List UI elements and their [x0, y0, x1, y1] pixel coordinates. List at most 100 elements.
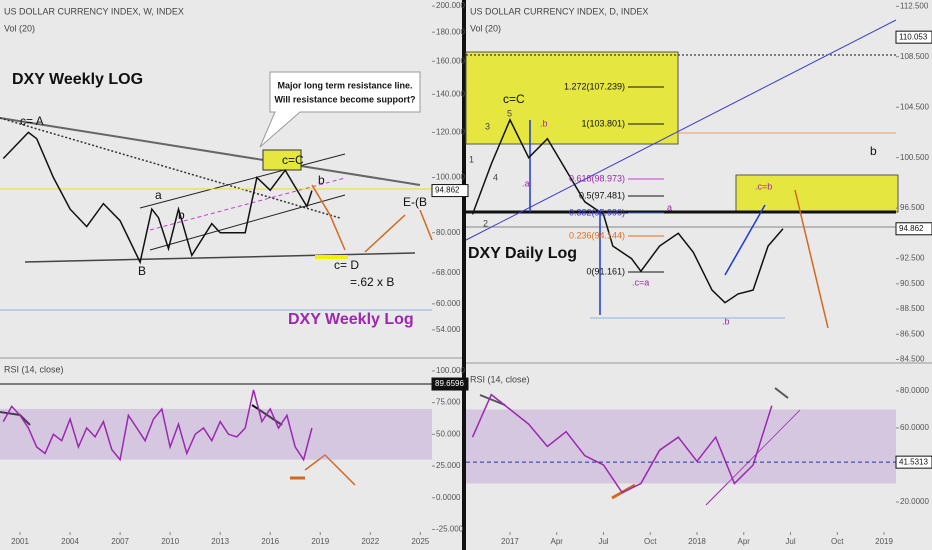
- x-tick-label: 2004: [61, 537, 79, 546]
- trend-line: [0, 117, 341, 219]
- annotation: 0.618(98.973): [569, 173, 625, 183]
- y-tick-label: 96.500: [900, 203, 925, 212]
- annotation: 3: [485, 121, 490, 131]
- rsi-line: [479, 394, 506, 406]
- trend-line: [0, 117, 421, 186]
- pane-subtitle: Vol (20): [470, 23, 501, 33]
- annotation: a: [667, 202, 672, 212]
- annotation: 2: [483, 218, 488, 228]
- x-tick-label: 2018: [688, 537, 706, 546]
- y-tick-label: 104.500: [900, 102, 929, 111]
- zone: [465, 51, 679, 145]
- annotation: 5: [507, 108, 512, 118]
- value-badge: [895, 455, 932, 469]
- x-tick-label: Oct: [831, 537, 844, 546]
- y-tick-label: 20.0000: [900, 497, 929, 506]
- annotation: .c=a: [632, 277, 649, 287]
- x-tick-label: Oct: [644, 537, 657, 546]
- y-tick-label: 200.000: [436, 1, 465, 10]
- y-tick-label: 60.0000: [900, 423, 929, 432]
- rsi-line: [774, 387, 789, 399]
- x-tick-label: 2010: [161, 537, 179, 546]
- y-tick-label: 60.000: [436, 299, 461, 308]
- annotation: 4: [493, 172, 498, 182]
- y-tick-label: 140.000: [436, 89, 465, 98]
- pane-title: US DOLLAR CURRENCY INDEX, W, INDEX: [4, 6, 184, 16]
- x-tick-label: 2019: [875, 537, 893, 546]
- arrow: [304, 454, 356, 486]
- value-badge: [431, 377, 469, 391]
- x-tick-label: Jul: [785, 537, 795, 546]
- value-badge-label: 89.6596: [435, 379, 464, 388]
- annotation: b: [178, 208, 185, 222]
- annotation: a: [155, 188, 162, 202]
- arrow: [419, 209, 433, 241]
- y-tick-label: 25.000: [436, 461, 461, 470]
- annotation: .b: [540, 118, 548, 128]
- x-tick-label: 2016: [261, 537, 279, 546]
- annotation: .b: [722, 316, 730, 326]
- y-tick-label: 112.500: [900, 1, 929, 10]
- annotation: c= D: [334, 258, 359, 272]
- price-line: [471, 393, 773, 494]
- y-tick-label: 75.000: [436, 398, 461, 407]
- x-tick-label: 2022: [361, 537, 379, 546]
- x-tick-label: 2007: [111, 537, 129, 546]
- arrow: [724, 204, 766, 276]
- y-tick-label: 0.0000: [436, 493, 461, 502]
- value-badge-label: 41.5313: [899, 457, 928, 466]
- y-tick-label: 180.000: [436, 27, 465, 36]
- annotation: c=C: [282, 153, 304, 167]
- divider: [462, 0, 466, 550]
- annotation: 0.5(97.481): [579, 190, 625, 200]
- annotation: b: [870, 144, 877, 158]
- y-tick-label: 160.000: [436, 56, 465, 65]
- y-tick-label: -25.000: [436, 525, 464, 534]
- annotation: 0(91.161): [586, 266, 625, 276]
- y-tick-label: 80.000: [436, 228, 461, 237]
- y-tick-label: 68.000: [436, 268, 461, 277]
- y-tick-label: 88.500: [900, 304, 925, 313]
- arrow: [311, 184, 346, 251]
- x-tick-label: 2001: [11, 537, 29, 546]
- price-line: [2, 131, 313, 265]
- y-tick-label: 84.500: [900, 355, 925, 364]
- y-tick-label: 86.500: [900, 329, 925, 338]
- x-tick-label: Jul: [598, 537, 608, 546]
- y-tick-label: 100.000: [436, 173, 465, 182]
- annotation: b: [318, 173, 325, 187]
- annotation: B: [138, 264, 146, 278]
- x-tick-label: 2019: [311, 537, 329, 546]
- value-badge-label: 110.053: [899, 32, 928, 41]
- value-badge-label: 94.862: [899, 224, 924, 233]
- annotation: DXY Weekly Log: [288, 311, 414, 328]
- value-badge: [895, 30, 932, 44]
- annotation: =.62 x B: [350, 275, 394, 289]
- arrow: [364, 214, 406, 253]
- callout: [259, 71, 421, 148]
- y-tick-label: 120.000: [436, 128, 465, 137]
- arrow: [794, 189, 829, 329]
- rsi-band: [0, 408, 432, 460]
- y-tick-label: 92.500: [900, 254, 925, 263]
- rsi-band: [466, 409, 896, 484]
- annotation: 1: [469, 154, 474, 164]
- label-box: [262, 149, 302, 171]
- trend-line: [465, 19, 897, 241]
- drawings: [465, 19, 899, 506]
- channel-line: [139, 153, 346, 209]
- support-line: [24, 252, 416, 263]
- annotation: DXY Weekly LOG: [12, 71, 143, 88]
- annotation: DXY Daily Log: [468, 245, 577, 262]
- pane-title: RSI (14, close): [470, 374, 530, 384]
- value-badge: [895, 222, 932, 236]
- rsi-trend: [705, 409, 801, 506]
- annotation: 1.272(107.239): [564, 81, 625, 91]
- y-tick-label: 54.000: [436, 325, 461, 334]
- annotation: Will resistance become support?: [275, 94, 416, 104]
- annotation: 0.382(95.990): [569, 207, 625, 217]
- y-tick-label: 100.000: [436, 366, 465, 375]
- annotation: 0.236(94.144): [569, 230, 625, 240]
- x-tick-label: 2013: [211, 537, 229, 546]
